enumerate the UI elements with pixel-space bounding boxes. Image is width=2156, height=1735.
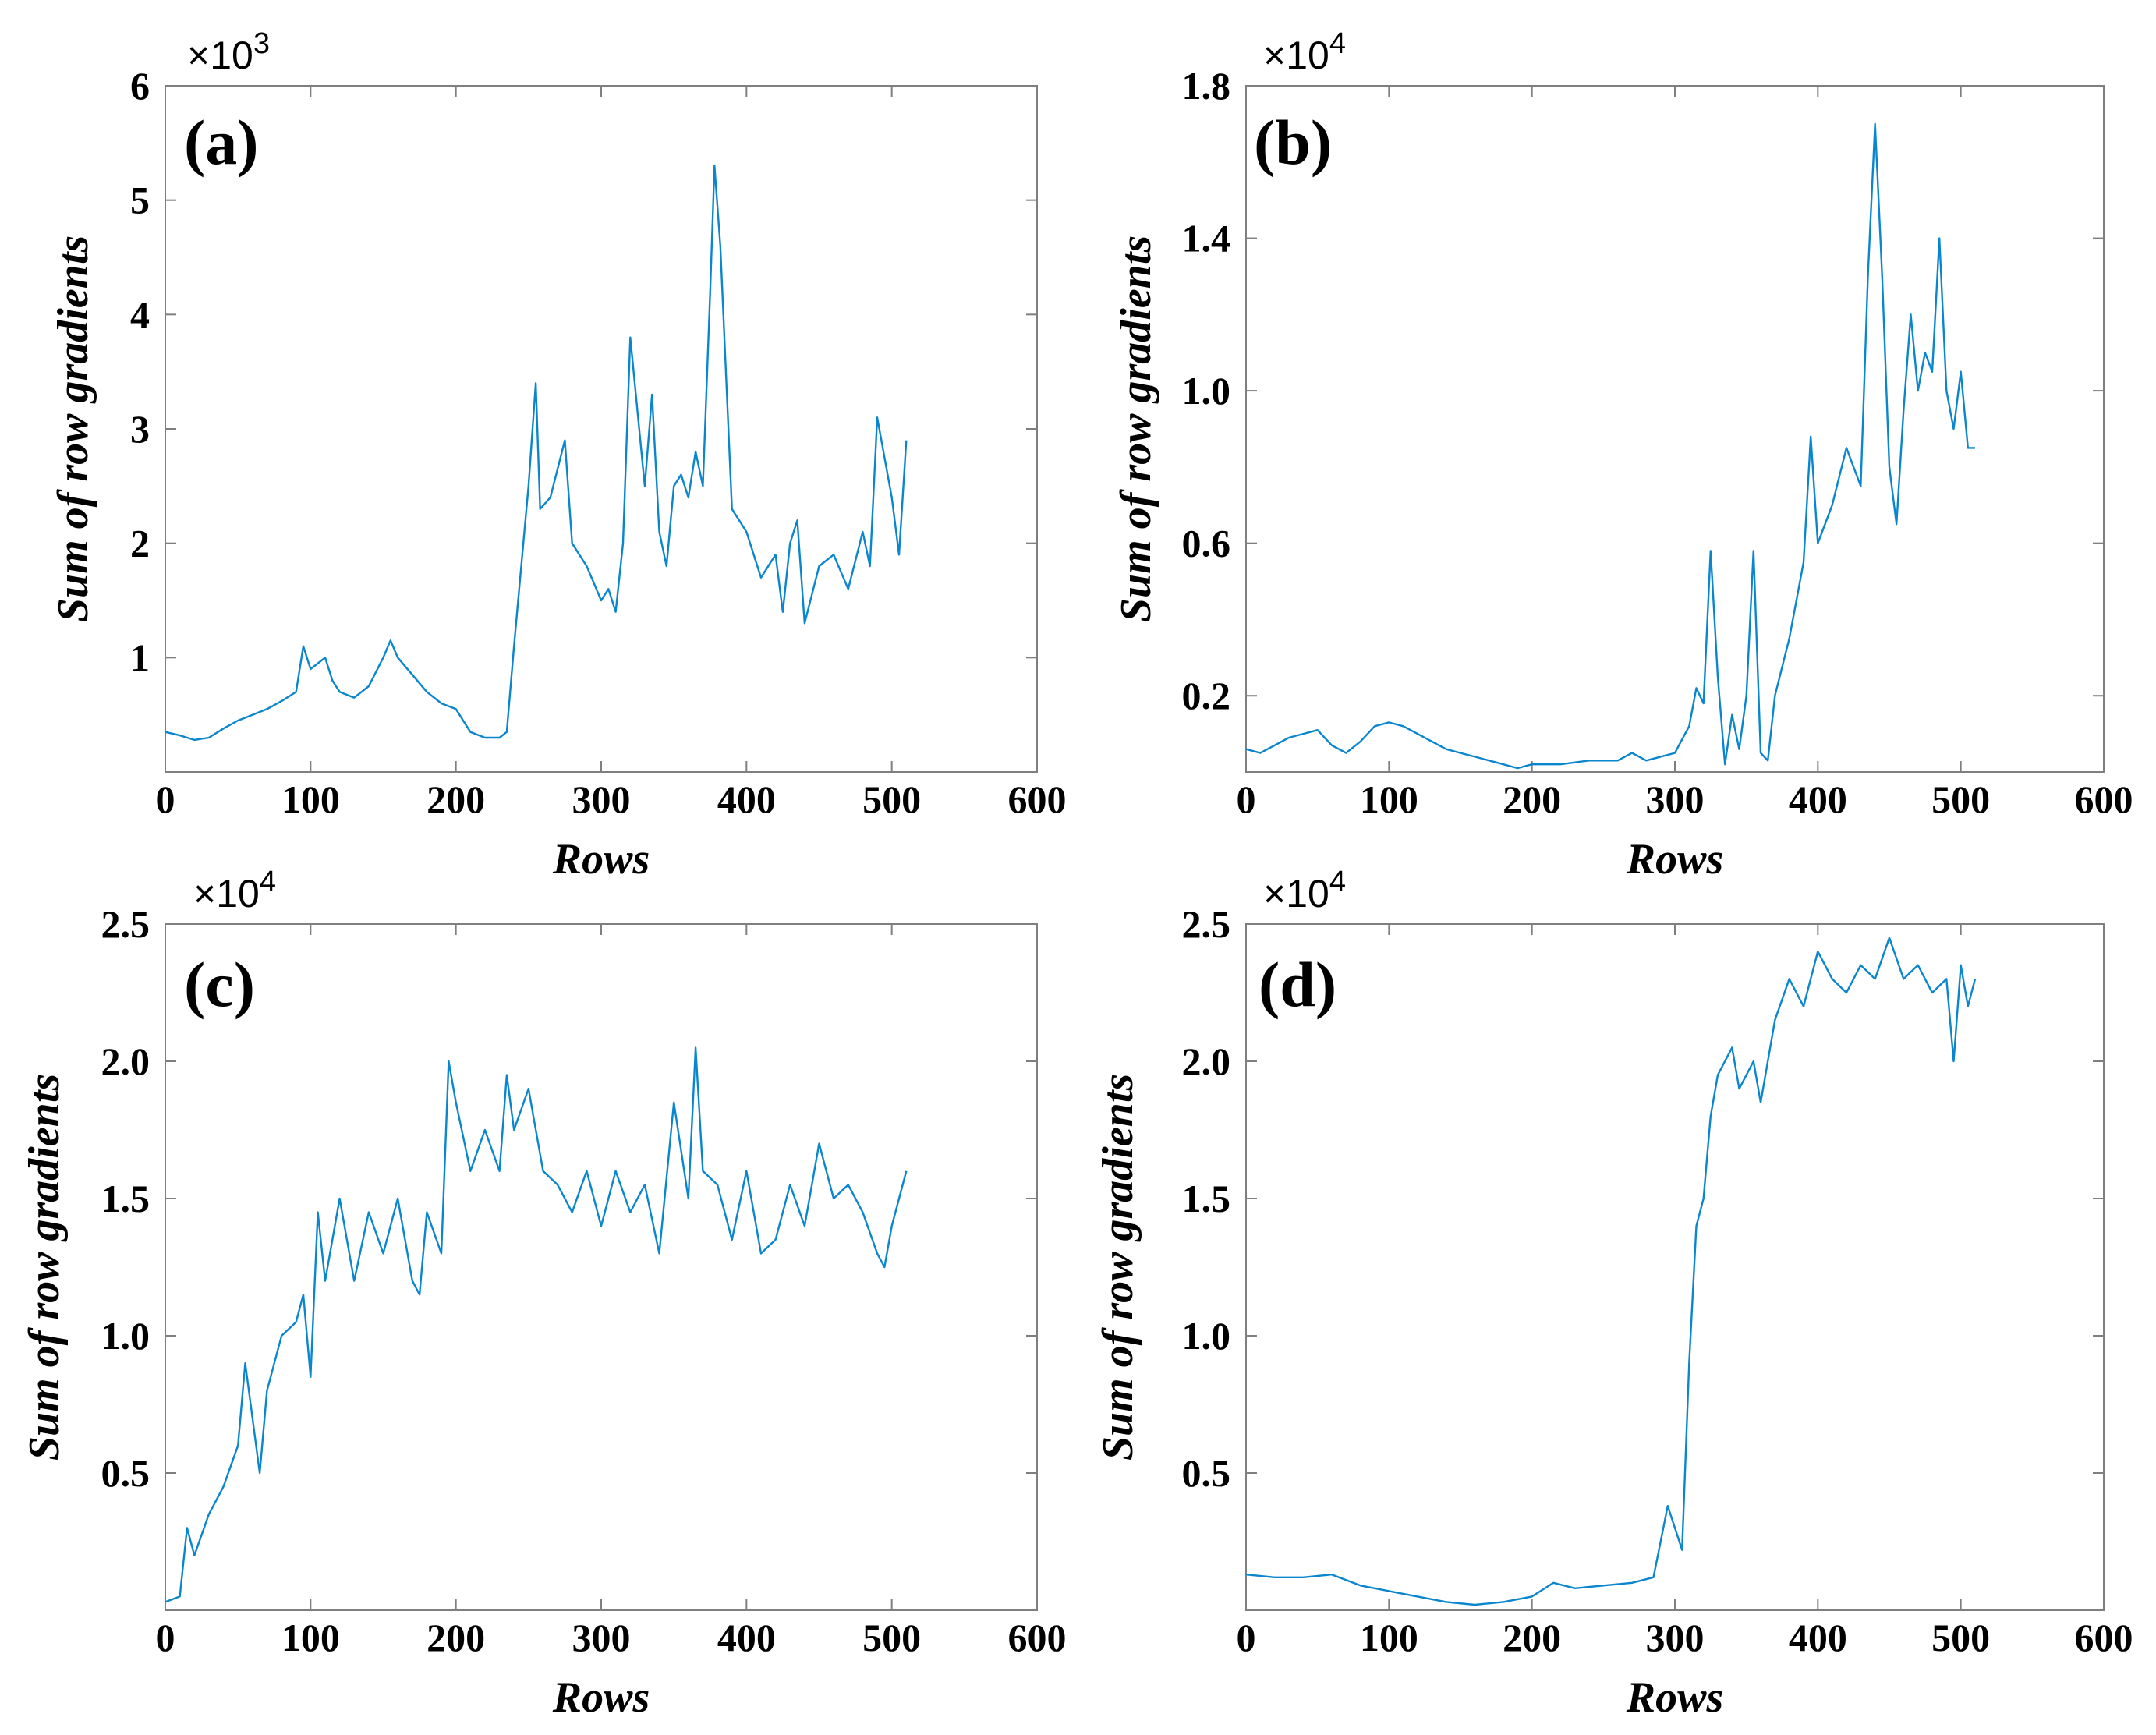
panel-b-x-tick-labels: 0 100 200 300 400 500 600 xyxy=(1237,777,2133,821)
panel-a-y-axis-title: Sum of row gradients xyxy=(49,235,97,622)
panel-a-ticks xyxy=(165,86,1037,772)
x-tick-label: 100 xyxy=(281,1616,340,1659)
panel-c-exponent-base: ×10 xyxy=(193,872,260,915)
x-tick-label: 400 xyxy=(717,1616,776,1659)
x-tick-label: 0 xyxy=(1237,1616,1256,1659)
y-tick-label: 3 xyxy=(130,407,150,451)
panel-b: 0 100 200 300 400 500 600 0.20.61.01.41.8 (b) … xyxy=(1112,27,2133,883)
panel-d-x-tick-labels: 0 100 200 300 400 500 600 xyxy=(1237,1616,2133,1659)
x-tick-label: 200 xyxy=(427,1616,485,1659)
panel-b-ticks xyxy=(1246,86,2104,772)
panel-a-x-axis-title: Rows xyxy=(552,835,650,883)
panel-c-x-axis-title: Rows xyxy=(552,1673,650,1722)
y-tick-label: 1.4 xyxy=(1182,217,1231,260)
x-tick-label: 300 xyxy=(572,1616,631,1659)
panel-b-x-axis-title: Rows xyxy=(1626,835,1724,883)
x-tick-label: 500 xyxy=(862,1616,921,1659)
y-tick-label: 1.0 xyxy=(101,1314,150,1358)
panel-a-x-tick-labels: 0 100 200 300 400 500 600 xyxy=(156,777,1067,821)
panel-d-x-axis-title: Rows xyxy=(1626,1673,1724,1722)
panel-a-y-tick-labels: 1 2 3 4 5 6 xyxy=(130,64,150,679)
panel-c-exponent: ×104 xyxy=(193,866,276,915)
y-tick-label: 2.5 xyxy=(1182,902,1231,946)
panel-d-label: (d) xyxy=(1259,949,1336,1020)
panel-b-exponent-base: ×10 xyxy=(1263,34,1329,77)
x-tick-label: 200 xyxy=(1503,1616,1561,1659)
y-tick-label: 5 xyxy=(130,179,150,222)
panel-b-series-line xyxy=(1245,122,1975,770)
y-tick-label: 1.0 xyxy=(1182,1314,1231,1358)
panel-d: 0 100 200 300 400 500 600 0.51.01.52.02.5 (d) … xyxy=(1094,866,2133,1722)
y-tick-label: 0.2 xyxy=(1182,674,1231,717)
panel-d-ticks xyxy=(1246,924,2104,1610)
y-tick-label: 1.5 xyxy=(1182,1177,1231,1220)
x-tick-label: 0 xyxy=(156,1616,175,1659)
panel-c-exponent-power: 4 xyxy=(260,866,276,898)
panel-a-exponent: ×103 xyxy=(187,27,270,77)
y-tick-label: 2.0 xyxy=(101,1039,150,1083)
x-tick-label: 200 xyxy=(1503,777,1561,821)
x-tick-label: 600 xyxy=(1008,1616,1067,1659)
panel-d-y-tick-labels: 0.5 1.0 1.5 2.0 2.5 xyxy=(1182,902,1231,1495)
y-tick-label: 1 xyxy=(130,636,150,679)
x-tick-label: 400 xyxy=(1789,777,1847,821)
panel-b-exponent-power: 4 xyxy=(1329,27,1346,60)
x-tick-label: 400 xyxy=(1789,1616,1847,1659)
panel-b-y-tick-labels: 0.2 0.6 1.0 1.4 1.8 xyxy=(1182,64,1231,717)
x-tick-label: 300 xyxy=(1646,1616,1705,1659)
panel-d-exponent-base: ×10 xyxy=(1263,872,1329,915)
y-tick-label: 4 xyxy=(130,292,150,336)
panel-c-ticks xyxy=(165,924,1037,1610)
x-tick-label: 0 xyxy=(1237,777,1256,821)
x-tick-label: 200 xyxy=(427,777,485,821)
panel-b-label: (b) xyxy=(1254,107,1332,178)
panel-d-exponent-power: 4 xyxy=(1329,866,1346,898)
x-tick-label: 100 xyxy=(1360,777,1418,821)
y-tick-label: 2 xyxy=(130,522,150,565)
y-tick-label: 1.5 xyxy=(101,1177,150,1220)
x-tick-label: 500 xyxy=(1931,1616,1990,1659)
panel-a-series-line xyxy=(165,165,908,742)
panel-c-x-tick-labels: 0 100 200 300 400 500 600 xyxy=(156,1616,1067,1659)
panel-d-exponent: ×104 xyxy=(1263,866,1346,915)
panel-a-exponent-base: ×10 xyxy=(187,34,253,77)
x-tick-label: 500 xyxy=(1931,777,1990,821)
x-tick-label: 100 xyxy=(281,777,340,821)
panel-c-label: (c) xyxy=(184,949,255,1020)
x-tick-label: 0 xyxy=(156,777,175,821)
y-tick-label: 6 xyxy=(130,64,150,108)
y-tick-label: 0.5 xyxy=(1182,1451,1231,1495)
panel-c-y-axis-title: Sum of row gradients xyxy=(20,1074,69,1461)
x-tick-label: 600 xyxy=(1008,777,1067,821)
x-tick-label: 100 xyxy=(1360,1616,1418,1659)
panel-b-y-axis-title: Sum of row gradients xyxy=(1112,235,1160,622)
y-tick-label: 0.5 xyxy=(101,1451,150,1495)
y-tick-label: 1.0 xyxy=(1182,369,1231,413)
y-tick-label: 0.6 xyxy=(1182,522,1231,565)
y-tick-label: 2.5 xyxy=(101,902,150,946)
x-tick-label: 300 xyxy=(1646,777,1705,821)
panel-a-exponent-power: 3 xyxy=(253,27,270,60)
panel-a-label: (a) xyxy=(184,107,259,178)
panel-c: 0 100 200 300 400 500 600 0.51.01.52.02.5 (c) … xyxy=(20,866,1067,1722)
x-tick-label: 600 xyxy=(2075,777,2133,821)
x-tick-label: 600 xyxy=(2075,1616,2133,1659)
panel-b-exponent: ×104 xyxy=(1263,27,1346,77)
y-tick-label: 1.8 xyxy=(1182,64,1231,108)
x-tick-label: 400 xyxy=(717,777,776,821)
x-tick-label: 300 xyxy=(572,777,631,821)
x-tick-label: 500 xyxy=(862,777,921,821)
panel-d-series-line xyxy=(1245,937,1977,1606)
y-tick-label: 2.0 xyxy=(1182,1039,1231,1083)
panel-c-y-tick-labels: 0.5 1.0 1.5 2.0 2.5 xyxy=(101,902,150,1495)
panel-d-y-axis-title: Sum of row gradients xyxy=(1094,1074,1142,1461)
panel-c-series-line xyxy=(165,1046,908,1603)
